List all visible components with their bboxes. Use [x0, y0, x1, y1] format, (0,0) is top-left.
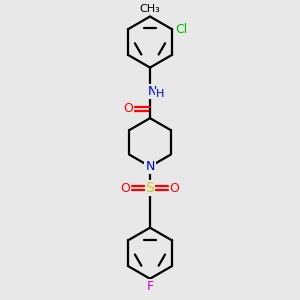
Text: O: O [170, 182, 180, 195]
Text: O: O [123, 102, 133, 116]
Text: O: O [120, 182, 130, 195]
Text: F: F [146, 280, 154, 293]
Text: H: H [155, 89, 164, 99]
Text: N: N [148, 85, 157, 98]
Text: N: N [145, 160, 155, 173]
Text: S: S [146, 181, 154, 195]
Text: CH₃: CH₃ [140, 4, 160, 14]
Text: Cl: Cl [176, 23, 188, 36]
